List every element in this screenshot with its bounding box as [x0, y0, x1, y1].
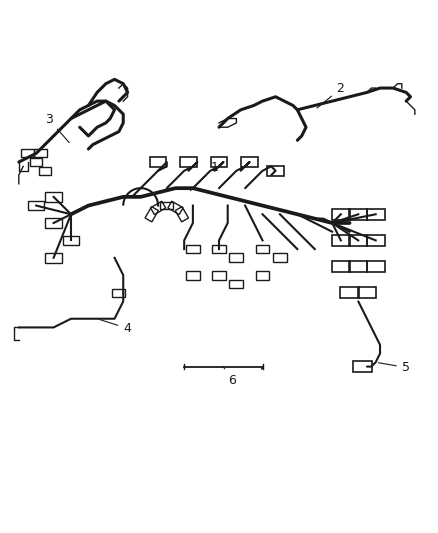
Bar — [255, 271, 269, 279]
Bar — [145, 207, 159, 222]
Bar — [212, 271, 226, 279]
Bar — [353, 361, 372, 372]
Bar — [21, 149, 34, 157]
Bar — [332, 208, 350, 220]
Bar — [349, 261, 367, 272]
Bar — [267, 166, 284, 175]
Bar — [349, 208, 367, 220]
Bar — [186, 245, 200, 254]
Bar — [175, 207, 188, 222]
Bar — [186, 271, 200, 279]
Bar — [46, 192, 62, 201]
Bar — [30, 158, 42, 166]
Bar — [212, 245, 226, 254]
Bar — [349, 235, 367, 246]
Bar — [151, 201, 166, 215]
Bar — [241, 157, 258, 167]
Bar — [168, 201, 183, 215]
Bar — [367, 208, 385, 220]
Bar — [230, 254, 244, 262]
Text: 2: 2 — [317, 83, 344, 108]
Bar — [35, 149, 47, 157]
Text: 6: 6 — [223, 367, 236, 387]
Bar — [332, 261, 350, 272]
Bar — [63, 236, 79, 245]
Text: 3: 3 — [45, 113, 69, 142]
Bar — [230, 279, 244, 288]
Bar — [160, 201, 173, 209]
Bar — [113, 289, 125, 296]
Bar — [150, 157, 166, 167]
Bar — [367, 235, 385, 246]
Bar — [28, 201, 45, 211]
Bar — [46, 253, 62, 263]
Bar — [255, 245, 269, 254]
Bar — [367, 261, 385, 272]
Bar — [39, 167, 51, 175]
Bar — [332, 235, 350, 246]
Bar — [273, 254, 287, 262]
Bar — [358, 287, 376, 298]
Bar — [180, 157, 197, 167]
Text: 4: 4 — [100, 320, 131, 335]
Text: 1: 1 — [191, 161, 218, 191]
Text: 5: 5 — [378, 361, 410, 374]
Bar — [46, 218, 62, 228]
Bar — [340, 287, 359, 298]
Bar — [211, 157, 227, 167]
